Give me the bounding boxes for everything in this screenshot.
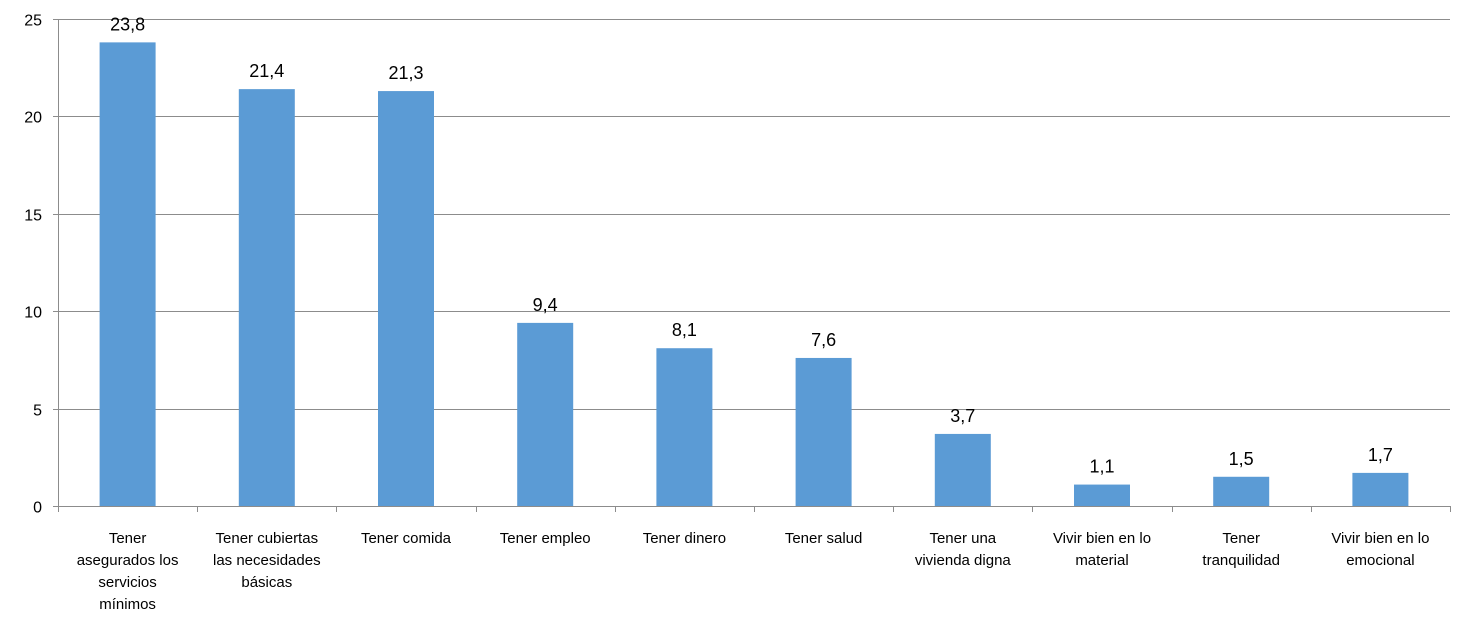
- data-labels: 23,8 21,4 21,3 9,4 8,1 7,6 3,7 1,1 1,5 1,7: [110, 14, 1393, 476]
- y-tick-label: 25: [24, 13, 42, 30]
- bar: [1213, 476, 1270, 506]
- y-tick-label: 0: [33, 500, 42, 517]
- bar: [378, 91, 434, 507]
- data-label: 3,7: [950, 406, 975, 426]
- category-label: Vivir bien en lo emocional: [1331, 530, 1429, 569]
- y-tick-label: 10: [24, 305, 42, 322]
- bar: [99, 42, 156, 506]
- category-label: Tener salud: [785, 530, 863, 547]
- bar: [1352, 472, 1409, 506]
- data-label: 1,5: [1229, 449, 1254, 469]
- data-label: 21,4: [249, 61, 284, 81]
- data-label: 23,8: [110, 14, 145, 34]
- data-label: 7,6: [811, 330, 836, 350]
- category-label: Tener empleo: [500, 530, 591, 547]
- data-label: 1,1: [1089, 457, 1114, 477]
- data-label: 1,7: [1368, 445, 1393, 465]
- y-tick-label: 20: [24, 110, 42, 127]
- y-tick-label: 5: [33, 403, 42, 420]
- bar: [934, 433, 991, 506]
- category-label: Vivir bien en lo material: [1053, 530, 1151, 569]
- data-label: 21,3: [388, 63, 423, 83]
- bar: [238, 89, 295, 507]
- bar: [656, 348, 713, 506]
- category-label: Tener tranquilidad: [1202, 530, 1280, 569]
- data-label: 9,4: [533, 295, 558, 315]
- data-label: 8,1: [672, 320, 697, 340]
- y-axis: 0 5 10 15 20 25: [24, 13, 59, 517]
- x-axis: Tener asegurados los servicios mínimos Tener…: [58, 506, 1451, 613]
- bar: [795, 357, 852, 506]
- category-label: Tener una vivienda digna: [915, 530, 1012, 569]
- category-label: Tener asegurados los servicios mínimos: [77, 530, 179, 613]
- bar: [1074, 484, 1130, 506]
- category-label: Tener dinero: [643, 530, 726, 547]
- category-label: Tener cubiertas las necesidades básicas: [213, 530, 321, 591]
- bars: [99, 42, 1409, 507]
- bar: [517, 322, 574, 506]
- y-tick-label: 15: [24, 208, 42, 225]
- category-label: Tener comida: [361, 530, 452, 547]
